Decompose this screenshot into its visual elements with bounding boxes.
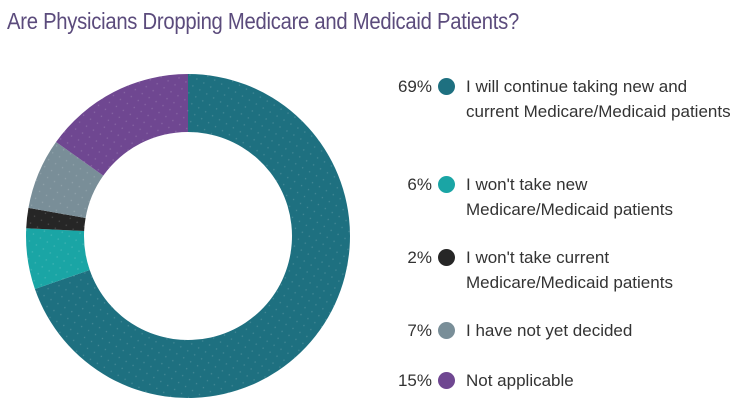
- legend-label: I won't take current Medicare/Medicaid p…: [466, 248, 673, 292]
- donut-slice-texture: [28, 142, 104, 218]
- legend-color-dot: [438, 249, 455, 266]
- legend-label: I won't take new Medicare/Medicaid patie…: [466, 175, 673, 219]
- legend-label: Not applicable: [466, 371, 574, 390]
- legend-color-dot: [438, 78, 455, 95]
- legend-percent: 69%: [397, 77, 432, 96]
- chart-title: Are Physicians Dropping Medicare and Med…: [7, 8, 520, 34]
- legend-percent: 2%: [407, 248, 432, 267]
- donut-slice-texture: [56, 74, 188, 176]
- legend-label: I have not yet decided: [466, 321, 633, 340]
- legend-percent: 7%: [407, 321, 432, 340]
- donut-slice-texture: [26, 228, 90, 289]
- legend-label: I will continue taking new and current M…: [466, 77, 731, 121]
- legend-percent: 6%: [407, 175, 432, 194]
- donut-slice-texture: [26, 207, 86, 232]
- legend-color-dot: [438, 322, 455, 339]
- legend-color-dot: [438, 176, 455, 193]
- donut-slice-texture: [34, 74, 350, 398]
- legend-percent: 15%: [397, 371, 432, 390]
- legend-color-dot: [438, 372, 455, 389]
